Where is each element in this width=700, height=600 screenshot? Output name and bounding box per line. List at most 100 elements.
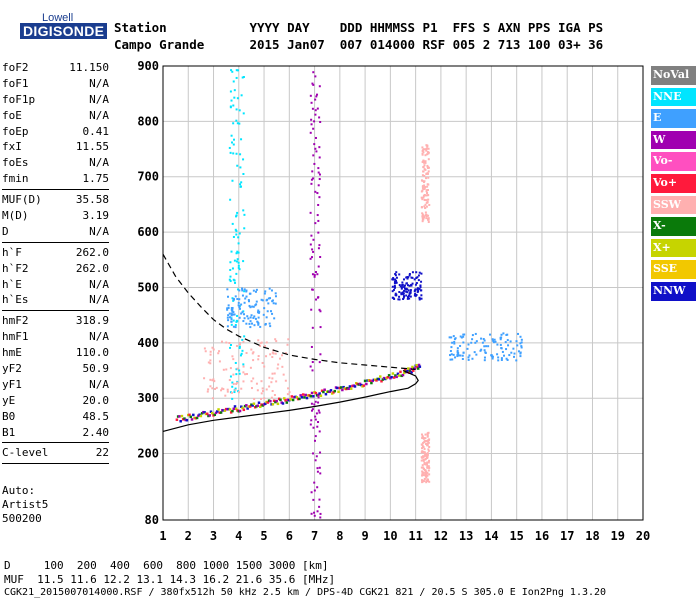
- echo-point: [424, 433, 427, 436]
- echo-point: [249, 316, 252, 319]
- echo-point: [233, 89, 236, 92]
- echo-point: [392, 288, 395, 291]
- legend: NoVal NNE E W Vo- Vo+ SSW X- X+ SSE NNW: [651, 66, 696, 304]
- echo-point: [218, 350, 221, 353]
- trace-point: [389, 376, 392, 380]
- echo-point: [392, 277, 395, 280]
- echo-point: [474, 332, 477, 335]
- echo-point: [318, 411, 321, 414]
- echo-point: [228, 278, 231, 281]
- echo-point: [426, 200, 429, 203]
- trace-point: [176, 415, 180, 418]
- echo-point: [422, 459, 425, 462]
- echo-point: [234, 361, 237, 364]
- trace-point: [403, 371, 406, 375]
- echo-point: [519, 351, 522, 354]
- trace-point: [248, 405, 252, 408]
- echo-point: [425, 144, 428, 147]
- echo-point: [235, 233, 238, 236]
- echo-point: [406, 277, 409, 280]
- echo-point: [248, 304, 251, 307]
- echo-point: [425, 215, 428, 218]
- echo-point: [415, 293, 418, 296]
- trace-point: [212, 414, 215, 417]
- echo-point: [245, 351, 248, 354]
- echo-point: [507, 344, 510, 347]
- echo-point: [256, 311, 259, 314]
- echo-point: [312, 177, 315, 180]
- trace-point: [407, 367, 410, 370]
- trace-point: [195, 416, 199, 420]
- echo-point: [260, 298, 263, 301]
- echo-point: [505, 333, 508, 336]
- echo-point: [480, 337, 483, 340]
- echo-point: [309, 365, 312, 368]
- param-row: hmE 110.0: [2, 345, 109, 361]
- trace-point: [192, 413, 195, 417]
- echo-point: [226, 307, 229, 310]
- trace-point: [247, 405, 251, 408]
- echo-point: [250, 322, 253, 325]
- echo-point: [395, 271, 398, 274]
- trace-point: [381, 378, 385, 381]
- echo-point: [236, 298, 239, 301]
- echo-point: [242, 158, 245, 161]
- echo-point: [248, 322, 251, 325]
- echo-point: [232, 382, 235, 385]
- echo-point: [310, 118, 313, 121]
- echo-point: [274, 295, 277, 298]
- echo-point: [460, 336, 463, 339]
- echo-point: [314, 418, 317, 421]
- trace-point: [366, 379, 369, 382]
- trace-point: [327, 390, 330, 393]
- trace-point: [413, 367, 417, 370]
- echo-point: [503, 354, 506, 357]
- echo-point: [400, 286, 403, 289]
- trace-point: [299, 394, 302, 397]
- echo-point: [222, 388, 225, 391]
- echo-point: [273, 394, 276, 397]
- echo-point: [423, 168, 426, 171]
- echo-point: [427, 158, 430, 161]
- echo-point: [243, 313, 246, 316]
- echo-point: [318, 178, 321, 181]
- echo-point: [316, 486, 319, 489]
- trace-point: [337, 390, 340, 394]
- echo-point: [394, 278, 397, 281]
- echo-point: [426, 189, 429, 192]
- echo-point: [209, 359, 212, 362]
- echo-point: [235, 152, 238, 155]
- echo-point: [414, 283, 417, 286]
- trace-point: [377, 378, 381, 381]
- echo-point: [233, 313, 236, 316]
- echo-point: [424, 437, 427, 440]
- trace-point: [347, 387, 350, 391]
- echo-point: [456, 347, 459, 350]
- param-value: N/A: [89, 76, 109, 90]
- echo-point: [274, 352, 277, 355]
- echo-point: [254, 317, 257, 320]
- echo-point: [427, 194, 430, 197]
- echo-point: [420, 433, 423, 436]
- echo-point: [425, 479, 428, 482]
- echo-point: [318, 308, 321, 311]
- echo-point: [226, 388, 229, 391]
- trace-point: [412, 369, 415, 372]
- echo-point: [406, 288, 409, 291]
- trace-point: [259, 405, 262, 409]
- echo-point: [317, 421, 320, 424]
- echo-point: [428, 203, 431, 206]
- echo-point: [425, 149, 428, 152]
- echo-point: [411, 271, 414, 274]
- trace-point: [222, 409, 225, 412]
- trace-point: [391, 372, 395, 375]
- trace-point: [395, 375, 398, 379]
- echo-point: [313, 143, 316, 146]
- y-tick-label: 900: [137, 59, 159, 73]
- param-row: C-level 22: [2, 445, 109, 461]
- echo-point: [237, 251, 240, 254]
- echo-point: [426, 444, 429, 447]
- echo-point: [257, 339, 260, 342]
- echo-point: [428, 445, 431, 448]
- echo-point: [310, 178, 313, 181]
